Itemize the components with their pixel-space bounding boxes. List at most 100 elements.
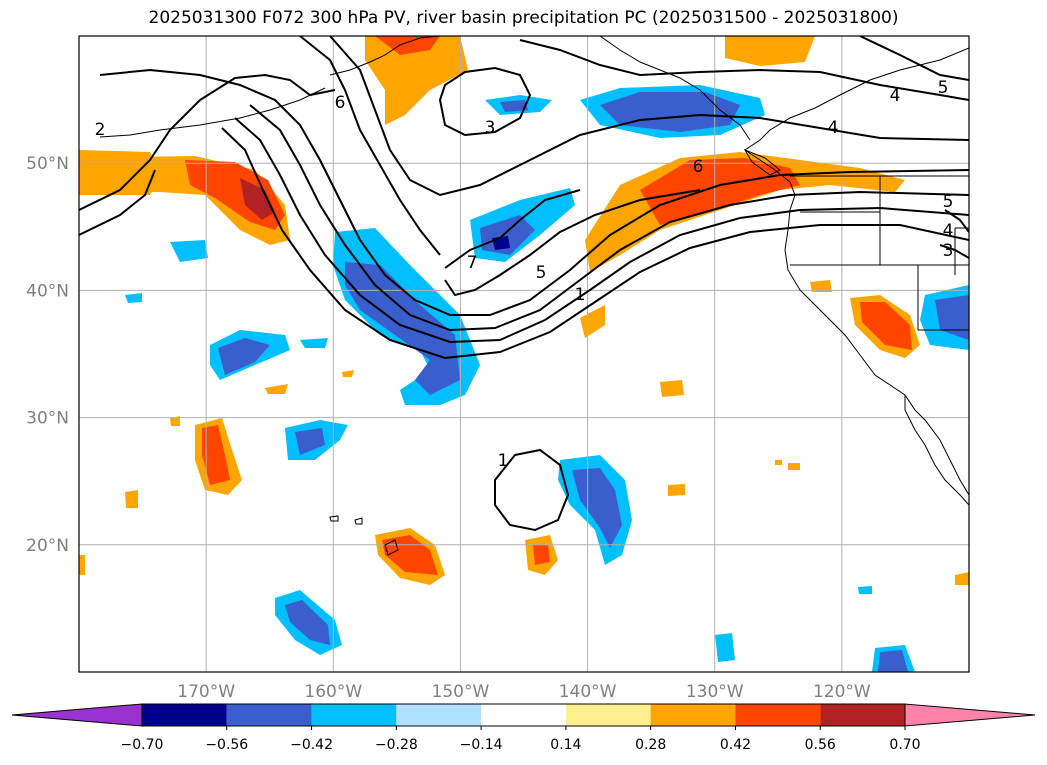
colorbar-tick-label: −0.42 [290,737,333,753]
colorbar-tick-label: −0.70 [121,737,164,753]
lon-label: 160°W [304,682,362,702]
colorbar-segment [396,704,482,726]
precip-blob [240,178,275,220]
pv-contour [438,66,532,137]
lon-label: 140°W [559,682,617,702]
colorbar-tick-label: −0.56 [205,737,248,753]
contour-label: 5 [536,263,547,283]
contour-label: 4 [890,86,901,106]
coastline [744,47,969,496]
contour-label: 5 [938,78,949,98]
contour-label: 6 [335,93,346,113]
colorbar-tick-label: 0.42 [720,737,751,753]
precip-blob [79,555,85,575]
colorbar-tick-label: 0.70 [889,737,920,753]
precip-blob [345,262,460,395]
colorbar-extend-low [11,703,143,727]
contour-label: 2 [95,120,106,140]
coastline [329,36,441,76]
precip-blob [775,460,782,465]
colorbar-segment [650,704,736,726]
pv-contour [859,36,969,81]
coastline [329,515,339,522]
contour-label: 1 [498,451,509,471]
contour-label: 4 [828,118,839,138]
precip-blob [342,370,354,377]
colorbar-tick-label: −0.14 [460,737,503,753]
precip-blob [125,293,142,303]
precip-blob [878,650,908,672]
colorbar-segment [226,704,312,726]
precip-blob [202,425,230,485]
precip-blob [533,545,550,565]
lat-label: 30°N [26,409,69,429]
precip-blob [375,36,440,55]
precip-blob [300,338,328,348]
pv-contour [79,73,336,211]
coastline [354,517,363,525]
precip-blob [382,535,438,575]
coastline [743,148,781,176]
colorbar-segment [735,704,821,726]
lon-label: 150°W [432,682,490,702]
precip-blob [810,280,832,292]
precip-blob [125,490,138,508]
lat-label: 20°N [26,536,69,556]
colorbar-tick-label: 0.14 [550,737,581,753]
precip-blob [580,305,605,338]
coastline [384,539,399,556]
pv-contour [249,104,969,332]
colorbar-tick-label: 0.28 [635,737,666,753]
pv-contour [79,169,156,236]
precip-blob [955,572,969,585]
precip-blob [79,150,160,195]
colorbar-segment [311,704,397,726]
contour-label: 3 [485,118,496,138]
precip-blob [265,384,288,394]
contour-label: 6 [693,157,704,177]
pv-contour [221,127,969,360]
precip-blob [858,586,872,594]
precip-blob [935,295,969,340]
lon-label: 130°W [686,682,744,702]
colorbar-segment [481,704,566,726]
colorbar-labels: −0.70 −0.56 −0.42 −0.28 −0.14 0.14 0.28 0.42 0.5… [121,726,921,753]
precip-blob [660,380,684,397]
pv-contour [234,117,969,344]
precip-blob [218,338,270,375]
pv-contour [944,209,969,233]
map-frame [78,35,970,673]
precip-blob [365,36,468,125]
border [917,265,969,331]
colorbar-segment [820,704,905,726]
pv-contour [99,68,969,316]
pv-contour [519,39,969,101]
pv-contours [79,36,969,532]
precip-blob [572,468,622,548]
precip-blob [725,36,815,66]
pv-contour [494,448,570,532]
contour-label: 5 [943,192,954,212]
coastline [904,395,969,506]
colorbar-frame [141,703,906,727]
colorbar-segment [565,704,651,726]
contour-label: 3 [943,241,954,261]
precip-blob [715,633,735,662]
colorbar-extend-high [904,703,1036,727]
pv-contour [444,189,581,269]
colorbar-tick-label: 0.56 [805,737,836,753]
contour-label: 4 [943,221,954,241]
precip-blob [500,100,528,112]
precip-blob [640,158,800,225]
lon-label: 170°W [177,682,235,702]
lat-label: 40°N [26,281,69,301]
pv-contour [939,244,969,259]
contour-label: 7 [467,253,478,273]
pv-contour [329,36,969,197]
coastlines [99,36,969,556]
colorbar [11,703,1036,727]
precip-blob [788,463,800,470]
map-title: 2025031300 F072 300 hPa PV, river basin … [148,8,899,28]
